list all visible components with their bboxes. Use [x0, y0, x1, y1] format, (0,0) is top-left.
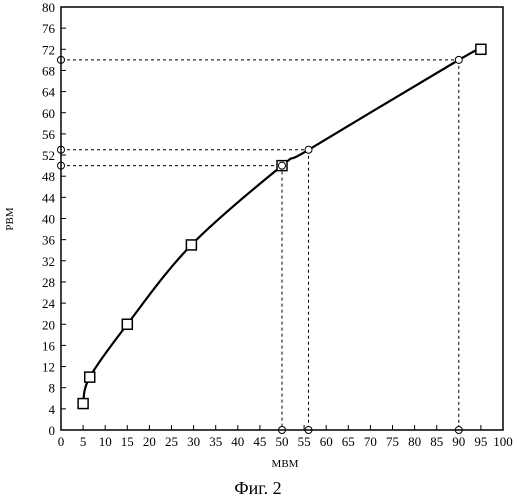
data-point-square [122, 319, 132, 329]
x-tick-label: 45 [253, 434, 266, 449]
x-tick-label: 95 [474, 434, 487, 449]
y-tick-label: 68 [42, 63, 55, 78]
data-point-square [476, 44, 486, 54]
y-tick-label: 52 [42, 148, 55, 163]
x-tick-label: 0 [58, 434, 65, 449]
y-tick-label: 76 [42, 21, 56, 36]
x-tick-label: 35 [209, 434, 222, 449]
data-point-square [85, 372, 95, 382]
y-tick-label: 28 [42, 275, 55, 290]
data-point-square [78, 399, 88, 409]
x-tick-label: 70 [364, 434, 377, 449]
y-tick-label: 32 [42, 254, 55, 269]
y-tick-label: 64 [42, 85, 56, 100]
x-tick-label: 10 [99, 434, 112, 449]
x-tick-label: 40 [231, 434, 244, 449]
x-tick-label: 80 [408, 434, 421, 449]
y-tick-label: 8 [49, 381, 56, 396]
y-tick-label: 80 [42, 0, 55, 15]
x-tick-label: 60 [320, 434, 333, 449]
x-tick-label: 85 [430, 434, 443, 449]
reference-lines [61, 60, 459, 430]
x-tick-label: 15 [121, 434, 134, 449]
x-tick-label: 65 [342, 434, 355, 449]
y-tick-label: 0 [49, 423, 56, 438]
y-tick-label: 24 [42, 296, 56, 311]
x-tick-label: 55 [298, 434, 311, 449]
y-tick-label: 60 [42, 106, 55, 121]
data-point-square [186, 240, 196, 250]
y-tick-label: 20 [42, 317, 55, 332]
reference-circles [58, 56, 463, 433]
x-axis-label: МВМ [272, 458, 299, 470]
y-tick-label: 44 [42, 190, 56, 205]
figure-caption: Фиг. 2 [234, 478, 281, 498]
curve-reference-circle [279, 162, 286, 169]
x-tick-label: 25 [165, 434, 178, 449]
x-tick-label: 90 [452, 434, 465, 449]
curve-reference-circle [455, 56, 462, 63]
x-tick-label: 100 [493, 434, 513, 449]
curve-reference-circle [305, 146, 312, 153]
y-axis-label: РВМ [4, 207, 16, 230]
y-tick-label: 12 [42, 360, 55, 375]
y-tick-label: 72 [42, 42, 55, 57]
y-tick-label: 56 [42, 127, 56, 142]
x-tick-label: 50 [276, 434, 289, 449]
y-tick-label: 40 [42, 212, 55, 227]
y-tick-label: 48 [42, 169, 55, 184]
x-tick-label: 75 [386, 434, 399, 449]
y-tick-label: 4 [49, 402, 56, 417]
y-tick-label: 36 [42, 233, 56, 248]
x-tick-label: 5 [80, 434, 87, 449]
tick-labels: 0510152025303540455055606570758085909510… [42, 0, 513, 449]
x-tick-label: 20 [143, 434, 156, 449]
x-tick-label: 30 [187, 434, 200, 449]
y-tick-label: 16 [42, 338, 56, 353]
